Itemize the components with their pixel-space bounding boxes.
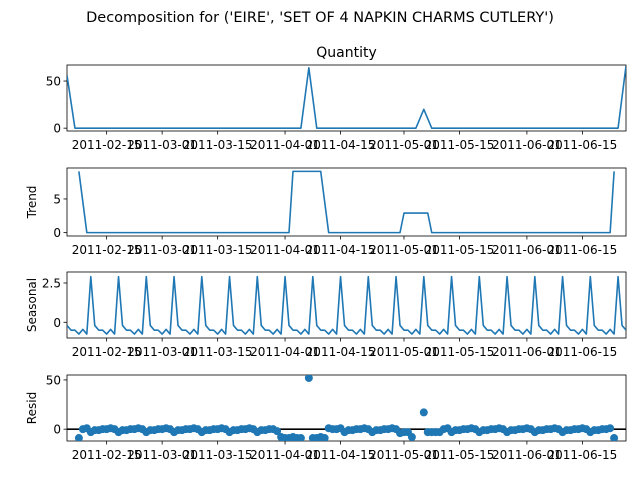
- seasonal-data: [67, 275, 626, 335]
- resid-point: [320, 434, 329, 441]
- observed-axes-frame: [66, 64, 627, 132]
- trend-ytick-label: 0: [53, 226, 61, 240]
- resid-xtick-label: 2011-05-15: [425, 448, 495, 462]
- observed-ytick-label: 0: [53, 122, 61, 136]
- seasonal-xtick-label: 2011-03-01: [127, 345, 197, 359]
- observed-panel: 0502011-02-152011-03-012011-03-152011-04…: [46, 45, 627, 152]
- resid-xtick-label: 2011-04-15: [306, 448, 376, 462]
- resid-ytick-label: 50: [46, 373, 61, 387]
- resid-point: [419, 408, 428, 417]
- resid-xtick-label: 2011-06-01: [492, 448, 562, 462]
- seasonal-axes-frame: [66, 271, 627, 339]
- resid-point: [304, 375, 313, 382]
- resid-panel: 0502011-02-152011-03-012011-03-152011-04…: [25, 373, 627, 462]
- resid-xtick-label: 2011-02-15: [72, 448, 142, 462]
- seasonal-xtick-label: 2011-05-15: [425, 345, 495, 359]
- observed-xtick-label: 2011-04-15: [306, 138, 376, 152]
- trend-xtick-label: 2011-05-15: [425, 243, 495, 257]
- trend-series-line: [78, 170, 615, 234]
- observed-xtick-label: 2011-05-15: [425, 138, 495, 152]
- observed-data: [67, 65, 626, 129]
- resid-point: [610, 434, 619, 441]
- trend-data: [78, 170, 615, 234]
- resid-ytick-label: 0: [53, 423, 61, 437]
- seasonal-xtick-label: 2011-03-15: [183, 345, 253, 359]
- seasonal-xtick-label: 2011-05-01: [369, 345, 439, 359]
- trend-ylabel: Trend: [25, 186, 39, 220]
- seasonal-ytick-label: 0: [53, 316, 61, 330]
- resid-xtick-label: 2011-03-15: [183, 448, 253, 462]
- resid-point: [606, 424, 615, 433]
- resid-xtick-label: 2011-05-01: [369, 448, 439, 462]
- observed-xtick-label: 2011-04-01: [250, 138, 320, 152]
- trend-xtick-label: 2011-03-15: [183, 243, 253, 257]
- seasonal-xtick-label: 2011-06-15: [548, 345, 618, 359]
- observed-xtick-label: 2011-06-15: [548, 138, 618, 152]
- trend-xtick-label: 2011-05-01: [369, 243, 439, 257]
- seasonal-xtick-label: 2011-04-15: [306, 345, 376, 359]
- seasonal-ytick-label: 2.5: [42, 277, 61, 291]
- seasonal-ylabel: Seasonal: [25, 278, 39, 332]
- observed-ytick-label: 50: [46, 75, 61, 89]
- resid-point: [74, 434, 83, 441]
- resid-xtick-label: 2011-04-01: [250, 448, 320, 462]
- observed-xtick-label: 2011-05-01: [369, 138, 439, 152]
- seasonal-xtick-label: 2011-06-01: [492, 345, 562, 359]
- seasonal-panel: 02.52011-02-152011-03-012011-03-152011-0…: [25, 271, 627, 359]
- trend-xtick-label: 2011-04-15: [306, 243, 376, 257]
- observed-xtick-label: 2011-03-01: [127, 138, 197, 152]
- seasonal-xtick-label: 2011-04-01: [250, 345, 320, 359]
- figure-title: Decomposition for ('EIRE', 'SET OF 4 NAP…: [86, 10, 554, 26]
- trend-xtick-label: 2011-02-15: [72, 243, 142, 257]
- observed-title: Quantity: [316, 45, 377, 61]
- resid-point: [296, 434, 305, 441]
- trend-xtick-label: 2011-04-01: [250, 243, 320, 257]
- trend-panel: 052011-02-152011-03-012011-03-152011-04-…: [25, 167, 627, 257]
- resid-data: [67, 375, 626, 441]
- seasonal-series-line: [67, 275, 626, 335]
- resid-xtick-label: 2011-06-15: [548, 448, 618, 462]
- trend-axes-frame: [66, 167, 627, 237]
- seasonal-xtick-label: 2011-02-15: [72, 345, 142, 359]
- resid-ylabel: Resid: [25, 392, 39, 424]
- observed-series-line: [67, 65, 626, 129]
- observed-xtick-label: 2011-06-01: [492, 138, 562, 152]
- resid-point: [273, 427, 282, 436]
- resid-xtick-label: 2011-03-01: [127, 448, 197, 462]
- resid-point: [407, 433, 416, 441]
- trend-xtick-label: 2011-06-01: [492, 243, 562, 257]
- observed-xtick-label: 2011-03-15: [183, 138, 253, 152]
- resid-axes-frame: [66, 374, 627, 442]
- trend-xtick-label: 2011-06-15: [548, 243, 618, 257]
- trend-xtick-label: 2011-03-01: [127, 243, 197, 257]
- trend-ytick-label: 5: [53, 192, 61, 206]
- observed-xtick-label: 2011-02-15: [72, 138, 142, 152]
